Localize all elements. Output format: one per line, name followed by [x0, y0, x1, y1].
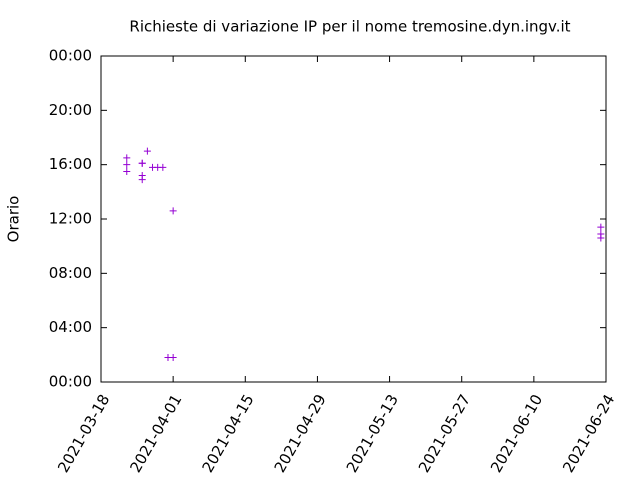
point [138, 159, 146, 167]
point [123, 161, 131, 169]
point [138, 176, 146, 184]
x-tick-label: 2021-04-01 [126, 391, 185, 476]
point [597, 234, 605, 242]
y-tick-label: 00:00 [49, 373, 92, 391]
y-tick-label: 16:00 [49, 155, 92, 173]
x-tick-label: 2021-05-27 [415, 391, 474, 476]
y-tick-label: 00:00 [49, 47, 92, 65]
point [123, 154, 131, 162]
point [169, 207, 177, 215]
x-tick-label: 2021-04-15 [198, 391, 257, 476]
x-tick-label: 2021-03-18 [54, 391, 113, 476]
y-axis-label: Orario [5, 196, 23, 243]
chart-title: Richieste di variazione IP per il nome t… [129, 18, 570, 36]
x-tick-label: 2021-06-24 [559, 391, 618, 476]
y-tick-label: 20:00 [49, 101, 92, 119]
y-tick-label: 04:00 [49, 318, 92, 336]
x-tick-label: 2021-04-29 [271, 391, 330, 476]
x-tick-label: 2021-05-13 [343, 391, 402, 476]
point [143, 147, 151, 155]
point [159, 163, 167, 171]
point [123, 167, 131, 175]
y-tick-label: 12:00 [49, 210, 92, 228]
plot-frame [100, 55, 607, 383]
x-tick-label: 2021-06-10 [487, 391, 546, 476]
point [169, 354, 177, 362]
y-tick-label: 08:00 [49, 264, 92, 282]
point [597, 223, 605, 231]
